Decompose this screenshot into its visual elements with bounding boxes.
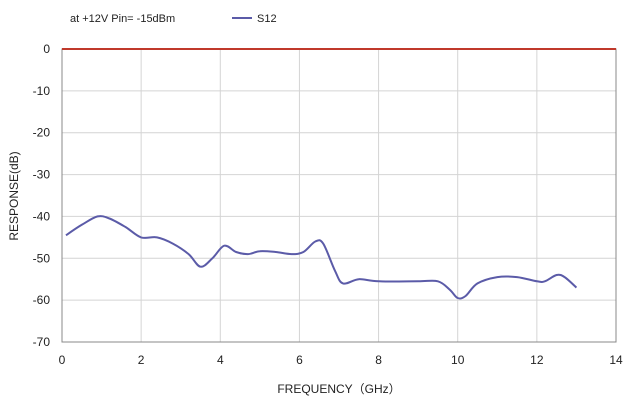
series-points-s12 — [65, 215, 577, 299]
data-point-s12 — [536, 280, 538, 282]
data-point-s12 — [457, 297, 459, 299]
data-point-s12 — [211, 257, 213, 259]
data-point-s12 — [302, 251, 304, 253]
data-point-s12 — [477, 282, 479, 284]
legend-label-s12: S12 — [257, 13, 277, 25]
data-point-s12 — [334, 270, 336, 272]
y-tick-label: -20 — [33, 126, 51, 140]
data-point-s12 — [235, 251, 237, 253]
data-point-s12 — [200, 266, 202, 268]
x-tick-label: 8 — [375, 353, 382, 367]
data-point-s12 — [417, 280, 419, 282]
legend: S12 — [232, 13, 277, 25]
y-tick-label: 0 — [43, 42, 50, 56]
data-point-s12 — [465, 295, 467, 297]
y-tick-label: -30 — [33, 168, 51, 182]
x-tick-label: 2 — [138, 353, 145, 367]
data-point-s12 — [247, 253, 249, 255]
grid — [62, 49, 616, 342]
data-point-s12 — [65, 234, 67, 236]
data-point-s12 — [291, 253, 293, 255]
data-point-s12 — [156, 236, 158, 238]
y-tick-label: -50 — [33, 251, 51, 265]
y-tick-label: -70 — [33, 335, 51, 349]
data-point-s12 — [449, 289, 451, 291]
data-point-s12 — [188, 253, 190, 255]
x-axis-ticks: 0 2 4 6 8 10 12 14 — [59, 353, 623, 367]
data-point-s12 — [140, 236, 142, 238]
data-point-s12 — [378, 280, 380, 282]
data-point-s12 — [172, 243, 174, 245]
y-axis-ticks: 0 -10 -20 -30 -40 -50 -60 -70 — [33, 42, 51, 349]
data-point-s12 — [342, 282, 344, 284]
data-point-s12 — [544, 280, 546, 282]
plot-area-frame — [61, 48, 617, 343]
data-point-s12 — [516, 276, 518, 278]
data-point-s12 — [358, 278, 360, 280]
x-tick-label: 10 — [451, 353, 465, 367]
data-point-s12 — [108, 218, 110, 220]
x-tick-label: 12 — [530, 353, 544, 367]
series-line-s12 — [65, 215, 578, 300]
data-point-s12 — [259, 250, 261, 252]
y-tick-label: -60 — [33, 293, 51, 307]
data-point-s12 — [223, 245, 225, 247]
data-point-s12 — [275, 251, 277, 253]
data-point-s12 — [564, 276, 566, 278]
data-point-s12 — [97, 215, 99, 217]
x-tick-label: 6 — [296, 353, 303, 367]
data-point-s12 — [322, 243, 324, 245]
x-tick-label: 14 — [609, 353, 623, 367]
data-point-s12 — [437, 280, 439, 282]
x-tick-label: 0 — [59, 353, 66, 367]
y-tick-label: -40 — [33, 209, 51, 223]
data-point-s12 — [496, 276, 498, 278]
x-axis-title: FREQUENCY（GHz） — [277, 382, 400, 396]
data-point-s12 — [81, 224, 83, 226]
data-point-s12 — [556, 274, 558, 276]
x-tick-label: 4 — [217, 353, 224, 367]
data-point-s12 — [575, 287, 577, 289]
y-tick-label: -10 — [33, 84, 51, 98]
y-axis-title: RESPONSE(dB) — [7, 151, 21, 240]
chart-annotation: at +12V Pin= -15dBm — [70, 13, 175, 25]
data-point-s12 — [124, 226, 126, 228]
data-point-s12 — [314, 241, 316, 243]
